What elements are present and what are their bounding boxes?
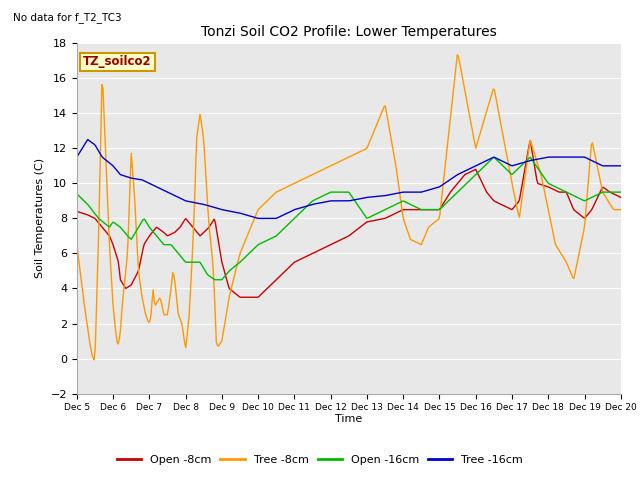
Text: No data for f_T2_TC3: No data for f_T2_TC3 <box>13 12 122 23</box>
X-axis label: Time: Time <box>335 414 362 424</box>
Title: Tonzi Soil CO2 Profile: Lower Temperatures: Tonzi Soil CO2 Profile: Lower Temperatur… <box>201 25 497 39</box>
Text: TZ_soilco2: TZ_soilco2 <box>83 56 152 69</box>
Y-axis label: Soil Temperatures (C): Soil Temperatures (C) <box>35 158 45 278</box>
Legend: Open -8cm, Tree -8cm, Open -16cm, Tree -16cm: Open -8cm, Tree -8cm, Open -16cm, Tree -… <box>113 451 527 469</box>
